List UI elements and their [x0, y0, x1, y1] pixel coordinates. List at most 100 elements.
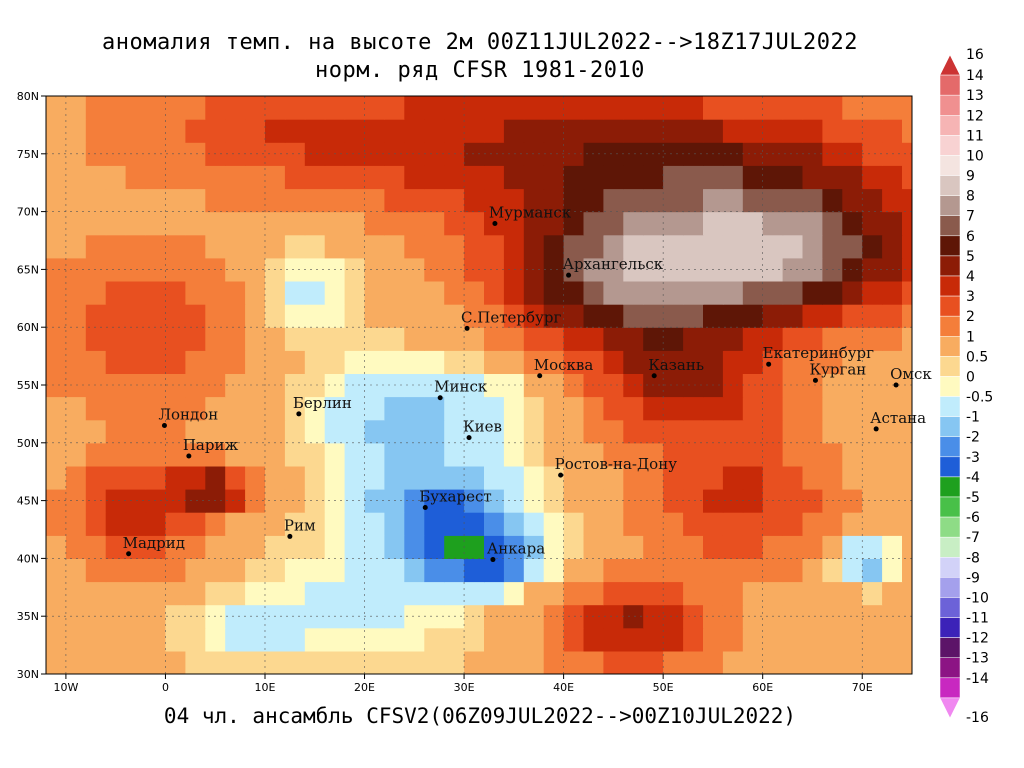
field-cell	[444, 535, 465, 559]
field-cell	[762, 512, 784, 536]
field-cell	[762, 419, 784, 444]
city-label: Курган	[809, 360, 866, 378]
field-cell	[225, 535, 246, 559]
field-cell	[145, 396, 166, 421]
field-cell	[742, 165, 764, 190]
field-cell	[703, 627, 724, 652]
field-cell	[802, 281, 823, 305]
field-cell	[444, 512, 465, 536]
field-cell	[185, 396, 206, 421]
field-cell	[324, 304, 346, 328]
field-cell	[225, 257, 246, 282]
colorbar-label: 3	[966, 289, 975, 305]
field-cell	[344, 350, 366, 374]
field-cell	[205, 304, 226, 328]
field-cell	[424, 211, 445, 236]
field-cell	[762, 442, 784, 467]
field-cell	[225, 581, 246, 606]
field-cell	[503, 188, 525, 213]
field-cell	[663, 304, 684, 328]
field-cell	[543, 419, 565, 444]
field-cell	[85, 350, 107, 374]
lon-tick-label: 0	[162, 681, 169, 694]
field-cell	[742, 142, 764, 166]
colorbar-label: 1	[966, 329, 975, 345]
field-cell	[404, 535, 425, 559]
field-cell	[882, 165, 903, 190]
field-cell	[563, 627, 585, 652]
field-cell	[265, 119, 286, 143]
field-cell	[484, 96, 505, 120]
field-cell	[304, 211, 326, 236]
field-cell	[245, 396, 266, 421]
field-cell	[523, 419, 545, 444]
field-cell	[643, 581, 664, 606]
field-cell	[484, 165, 505, 190]
field-cell	[304, 650, 326, 674]
field-cell	[65, 512, 87, 536]
field-cell	[65, 350, 87, 374]
field-cell	[663, 281, 684, 305]
field-cell	[145, 234, 166, 259]
field-cell	[742, 535, 764, 559]
field-cell	[245, 581, 266, 606]
lat-tick-label: 60N	[17, 321, 39, 334]
city-marker	[161, 422, 167, 428]
city-label: Казань	[648, 356, 704, 374]
field-cell	[802, 465, 823, 490]
field-cell	[623, 188, 644, 213]
field-cell	[703, 234, 724, 259]
field-cell	[623, 281, 644, 305]
field-cell	[902, 257, 912, 282]
field-cell	[523, 327, 545, 351]
field-cell	[165, 373, 186, 398]
city-marker	[566, 272, 572, 278]
field-cell	[185, 465, 206, 490]
field-cell	[105, 512, 127, 536]
field-cell	[543, 281, 565, 305]
field-cell	[364, 96, 385, 120]
field-cell	[125, 489, 147, 513]
field-cell	[404, 188, 425, 213]
field-cell	[105, 465, 127, 490]
field-cell	[404, 442, 425, 467]
field-cell	[324, 512, 346, 536]
field-cell	[683, 604, 704, 629]
field-cell	[523, 512, 545, 536]
field-cell	[563, 581, 585, 606]
field-cell	[225, 396, 246, 421]
field-cell	[902, 396, 912, 421]
field-cell	[424, 489, 445, 513]
field-cell	[882, 627, 903, 652]
field-cell	[205, 350, 226, 374]
field-cell	[643, 327, 664, 351]
field-cell	[543, 650, 565, 674]
field-cell	[882, 211, 903, 236]
field-cell	[125, 512, 147, 536]
colorbar-label: 9	[966, 169, 975, 185]
field-cell	[265, 558, 286, 583]
field-cell	[583, 419, 604, 444]
field-cell	[902, 165, 912, 190]
colorbar-label: 4	[966, 269, 975, 285]
field-cell	[284, 489, 306, 513]
field-cell	[205, 650, 226, 674]
field-cell	[344, 327, 366, 351]
field-cell	[683, 489, 704, 513]
field-cell	[424, 165, 445, 190]
field-cell	[643, 558, 664, 583]
colorbar-label: -11	[966, 611, 989, 627]
field-cell	[842, 650, 863, 674]
field-cell	[523, 119, 545, 143]
field-cell	[762, 304, 784, 328]
field-cell	[782, 465, 804, 490]
field-cell	[583, 558, 604, 583]
field-cell	[205, 558, 226, 583]
field-cell	[742, 604, 764, 629]
field-cell	[742, 327, 764, 351]
field-cell	[344, 396, 366, 421]
field-cell	[225, 165, 246, 190]
field-cell	[603, 96, 624, 120]
field-cell	[205, 327, 226, 351]
field-cell	[663, 188, 684, 213]
